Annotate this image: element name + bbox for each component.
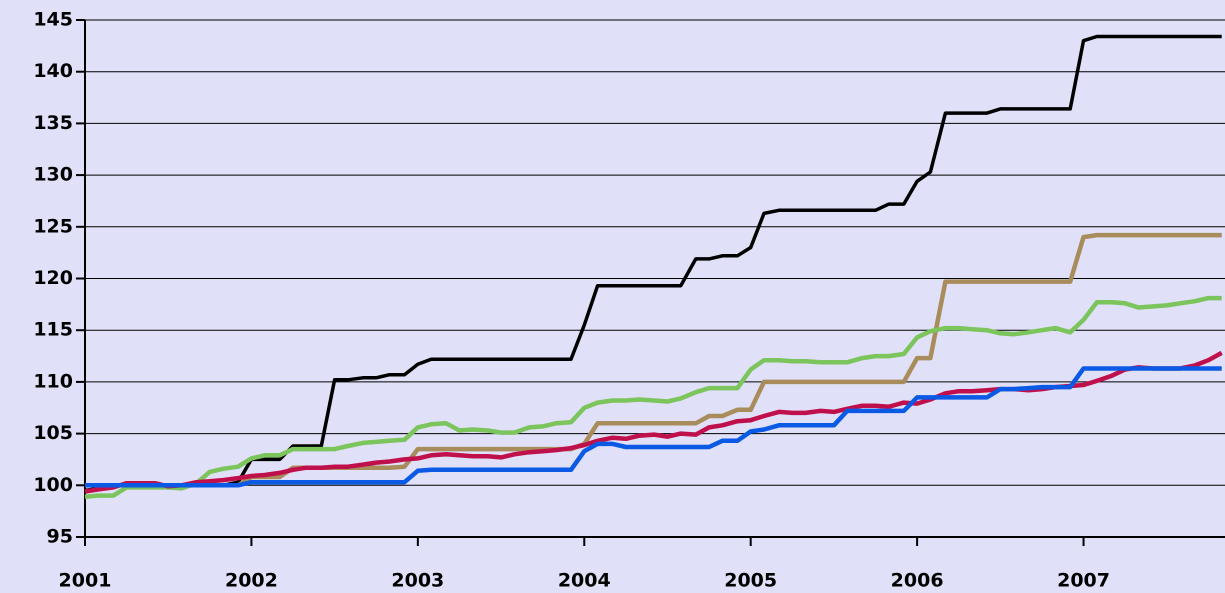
series-line: [85, 366, 1222, 488]
y-tick-label: 140: [33, 60, 73, 82]
y-tick-label: 130: [33, 164, 73, 186]
y-tick-label: 95: [47, 526, 73, 548]
y-tick-label: 135: [33, 112, 73, 134]
y-tick-label: 145: [33, 9, 73, 31]
x-tick-label: 2003: [391, 570, 444, 592]
y-tick-label: 110: [33, 370, 73, 392]
y-tick-label: 105: [33, 422, 73, 444]
series-line: [84, 295, 1222, 499]
x-tick-label: 2001: [59, 570, 112, 592]
y-tick-label: 125: [33, 215, 73, 237]
series-line: [84, 34, 1222, 493]
x-tick-label: 2002: [225, 570, 278, 592]
series-line: [85, 232, 1222, 488]
x-tick-label: 2004: [558, 570, 611, 592]
y-tick-label: 115: [33, 319, 73, 341]
y-tick-label: 100: [33, 474, 73, 496]
x-tick-label: 2006: [891, 570, 944, 592]
x-tick-label: 2005: [724, 570, 777, 592]
x-tick-label: 2007: [1057, 570, 1110, 592]
y-tick-label: 120: [33, 267, 73, 289]
